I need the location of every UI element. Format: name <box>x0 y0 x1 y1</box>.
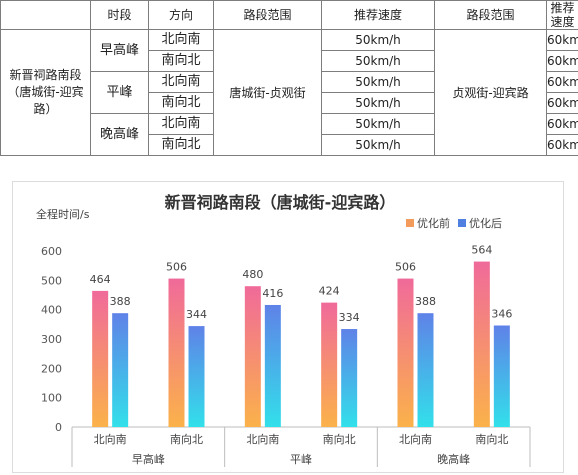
data-label: 506 <box>395 261 416 274</box>
header-period: 时段 <box>90 0 149 30</box>
y-tick-label: 0 <box>55 421 62 434</box>
data-label: 346 <box>491 308 512 321</box>
period-offpeak: 平峰 <box>90 71 149 114</box>
group-label: 早高峰 <box>132 452 165 466</box>
bar-after <box>188 326 205 427</box>
group-label: 晚高峰 <box>437 452 470 466</box>
direction-cell: 南向北 <box>148 92 214 114</box>
direction-cell: 北向南 <box>148 113 214 135</box>
bar-before <box>168 278 185 427</box>
data-label: 388 <box>415 295 436 308</box>
bar-after <box>417 313 434 427</box>
chart-title: 新晋祠路南段（唐城街-迎宾路） <box>165 193 396 212</box>
y-tick-label: 200 <box>41 362 62 375</box>
bar-before <box>244 286 261 427</box>
bar-after <box>112 313 129 427</box>
data-label: 464 <box>90 273 111 286</box>
legend-label: 优化前 <box>417 216 450 230</box>
y-tick-label: 600 <box>41 245 62 258</box>
speed-2-cell: 60km/h <box>546 29 578 51</box>
category-label: 北向南 <box>94 432 127 446</box>
data-label: 506 <box>166 261 187 274</box>
data-label: 334 <box>339 311 360 324</box>
data-label: 416 <box>262 287 283 300</box>
header-speed-1: 推荐速度 <box>321 0 435 30</box>
header-speed-2: 推荐速度 <box>546 0 578 30</box>
segment-2-cell: 贞观街-迎宾路 <box>434 29 547 156</box>
direction-cell: 南向北 <box>148 50 214 72</box>
speed-1-cell: 50km/h <box>321 71 435 93</box>
data-label: 388 <box>110 295 131 308</box>
header-blank <box>0 0 91 30</box>
speed-1-cell: 50km/h <box>321 113 435 135</box>
bar-before <box>473 261 490 427</box>
y-axis-label: 全程时间/s <box>36 207 90 221</box>
speed-1-cell: 50km/h <box>321 134 435 156</box>
speed-2-cell: 60km/h <box>546 50 578 72</box>
speed-table: 时段 方向 路段范围 推荐速度 路段范围 推荐速度 新晋祠路南段（唐城街-迎宾路… <box>0 0 578 156</box>
speed-1-cell: 50km/h <box>321 29 435 51</box>
category-label: 北向南 <box>399 432 432 446</box>
category-label: 北向南 <box>246 432 279 446</box>
legend-swatch <box>458 219 466 227</box>
category-label: 南向北 <box>475 432 508 446</box>
legend-swatch <box>406 219 414 227</box>
bar-before <box>397 278 414 427</box>
bar-chart: 新晋祠路南段（唐城街-迎宾路） 全程时间/s 优化前 优化后 0 100 200 300 400… <box>36 193 531 467</box>
period-evening: 晚高峰 <box>90 113 149 156</box>
data-label: 480 <box>242 268 263 281</box>
y-tick-label: 100 <box>41 392 62 405</box>
y-tick-label: 400 <box>41 304 62 317</box>
chart-frame <box>12 181 564 473</box>
bar-before <box>321 302 338 427</box>
bar-before <box>92 290 109 427</box>
segment-1-cell: 唐城街-贞观街 <box>213 29 322 156</box>
period-morning: 早高峰 <box>90 29 149 72</box>
y-tick-label: 500 <box>41 274 62 287</box>
category-label: 南向北 <box>323 432 356 446</box>
header-segment-2: 路段范围 <box>434 0 547 30</box>
speed-1-cell: 50km/h <box>321 92 435 114</box>
speed-2-cell: 60km/h <box>546 71 578 93</box>
y-tick-label: 300 <box>41 333 62 346</box>
speed-2-cell: 60km/h <box>546 113 578 135</box>
header-segment-1: 路段范围 <box>213 0 322 30</box>
data-label: 424 <box>319 285 340 298</box>
header-direction: 方向 <box>148 0 214 30</box>
bar-after <box>341 329 358 427</box>
speed-2-cell: 60km/h <box>546 134 578 156</box>
direction-cell: 北向南 <box>148 71 214 93</box>
speed-1-cell: 50km/h <box>321 50 435 72</box>
road-name: 新晋祠路南段（唐城街-迎宾路） <box>0 29 91 156</box>
bar-after <box>493 325 510 427</box>
direction-cell: 北向南 <box>148 29 214 51</box>
legend-label: 优化后 <box>469 216 502 230</box>
speed-2-cell: 60km/h <box>546 92 578 114</box>
data-label: 344 <box>186 308 207 321</box>
direction-cell: 南向北 <box>148 134 214 156</box>
category-label: 南向北 <box>170 432 203 446</box>
group-label: 平峰 <box>290 453 312 466</box>
bar-after <box>264 304 281 427</box>
data-label: 564 <box>471 244 492 257</box>
